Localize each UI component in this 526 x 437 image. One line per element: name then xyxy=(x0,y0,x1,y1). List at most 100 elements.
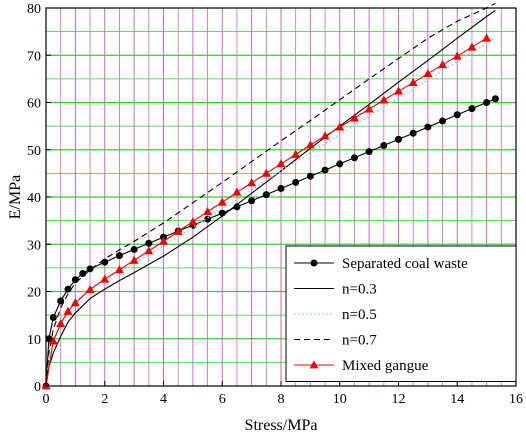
data-point xyxy=(261,168,271,177)
data-point xyxy=(482,33,492,42)
data-point xyxy=(438,60,448,69)
data-point xyxy=(64,285,72,293)
data-point xyxy=(409,129,417,137)
y-tick-label: 80 xyxy=(27,2,41,17)
data-point xyxy=(291,149,301,158)
legend-item: Mixed gangue xyxy=(294,358,429,374)
x-tick-label: 4 xyxy=(160,392,167,407)
data-point xyxy=(364,104,374,113)
series-line xyxy=(45,9,496,387)
data-point xyxy=(217,197,227,206)
data-point xyxy=(70,298,80,307)
data-point xyxy=(321,166,329,174)
data-point xyxy=(79,270,87,278)
data-point xyxy=(365,148,373,156)
legend-label: n=0.3 xyxy=(342,282,377,298)
x-tick-label: 8 xyxy=(278,392,285,407)
data-point xyxy=(394,86,403,95)
data-point xyxy=(306,172,314,180)
series-3 xyxy=(45,2,496,387)
data-point xyxy=(277,184,285,192)
data-point xyxy=(144,246,154,255)
data-point xyxy=(305,140,315,149)
data-point xyxy=(439,117,447,125)
legend-item: Separated coal waste xyxy=(294,256,468,272)
data-point xyxy=(408,78,418,87)
data-point xyxy=(129,255,139,264)
data-point xyxy=(395,135,402,143)
data-point xyxy=(349,113,359,122)
data-point xyxy=(424,123,432,131)
series-line xyxy=(45,37,496,387)
data-point xyxy=(57,297,65,305)
data-point xyxy=(483,99,491,106)
legend-box xyxy=(285,245,517,382)
data-point xyxy=(86,265,94,273)
data-point xyxy=(380,141,388,149)
legend-label: Mixed gangue xyxy=(342,358,429,374)
data-point xyxy=(248,197,256,205)
legend-marker xyxy=(310,259,318,267)
data-point xyxy=(63,306,73,315)
x-tick-label: 16 xyxy=(509,392,523,407)
y-tick-label: 20 xyxy=(27,286,41,301)
series-layer xyxy=(41,2,499,390)
data-point xyxy=(423,69,433,78)
data-point xyxy=(467,42,477,51)
data-point xyxy=(114,265,124,274)
y-tick-label: 0 xyxy=(34,380,41,395)
legend: Separated coal waste n=0.3 n=0.5 n=0.7 Mixed… xyxy=(285,245,517,382)
series-1 xyxy=(45,9,496,387)
legend-marker xyxy=(309,360,319,369)
series-2 xyxy=(45,37,496,387)
data-point xyxy=(335,122,345,131)
legend-item: n=0.3 xyxy=(294,282,377,298)
data-point xyxy=(115,252,123,260)
data-point xyxy=(292,178,300,186)
data-point xyxy=(247,178,257,187)
x-axis-title: Stress/MPa xyxy=(245,417,318,434)
legend-item: n=0.5 xyxy=(294,307,377,323)
data-point xyxy=(336,160,344,168)
data-point xyxy=(276,159,286,168)
data-point xyxy=(145,239,153,247)
data-point xyxy=(453,111,461,119)
data-point xyxy=(188,216,198,225)
data-point xyxy=(218,209,226,217)
y-tick-label: 30 xyxy=(27,238,41,253)
data-point xyxy=(350,154,358,162)
y-tick-label: 70 xyxy=(27,49,41,64)
x-tick-label: 2 xyxy=(101,392,108,407)
data-point xyxy=(379,95,389,104)
x-tick-label: 6 xyxy=(219,392,226,407)
data-point xyxy=(49,313,57,321)
data-point xyxy=(320,131,330,140)
data-point xyxy=(452,51,462,60)
data-point xyxy=(491,95,499,103)
data-point xyxy=(56,319,66,328)
x-tick-label: 12 xyxy=(392,392,406,407)
data-point xyxy=(48,336,58,345)
data-point xyxy=(262,191,270,199)
y-tick-label: 60 xyxy=(27,97,41,112)
legend-label: Separated coal waste xyxy=(342,256,468,272)
data-point xyxy=(232,187,242,196)
y-tick-label: 10 xyxy=(27,333,41,348)
data-point xyxy=(468,105,476,113)
data-point xyxy=(173,226,183,235)
series-line xyxy=(45,2,496,387)
x-tick-label: 10 xyxy=(333,392,347,407)
legend-item: n=0.7 xyxy=(294,333,377,349)
data-point xyxy=(130,245,138,253)
y-tick-label: 50 xyxy=(27,144,41,159)
x-tick-label: 0 xyxy=(43,392,50,407)
data-point xyxy=(100,274,110,283)
y-tick-label: 40 xyxy=(27,191,41,206)
legend-label: n=0.5 xyxy=(342,307,377,323)
legend-label: n=0.7 xyxy=(342,333,377,349)
data-point xyxy=(159,236,168,245)
y-axis-title: E/MPa xyxy=(7,175,24,219)
data-point xyxy=(85,284,95,293)
data-point xyxy=(203,207,213,216)
